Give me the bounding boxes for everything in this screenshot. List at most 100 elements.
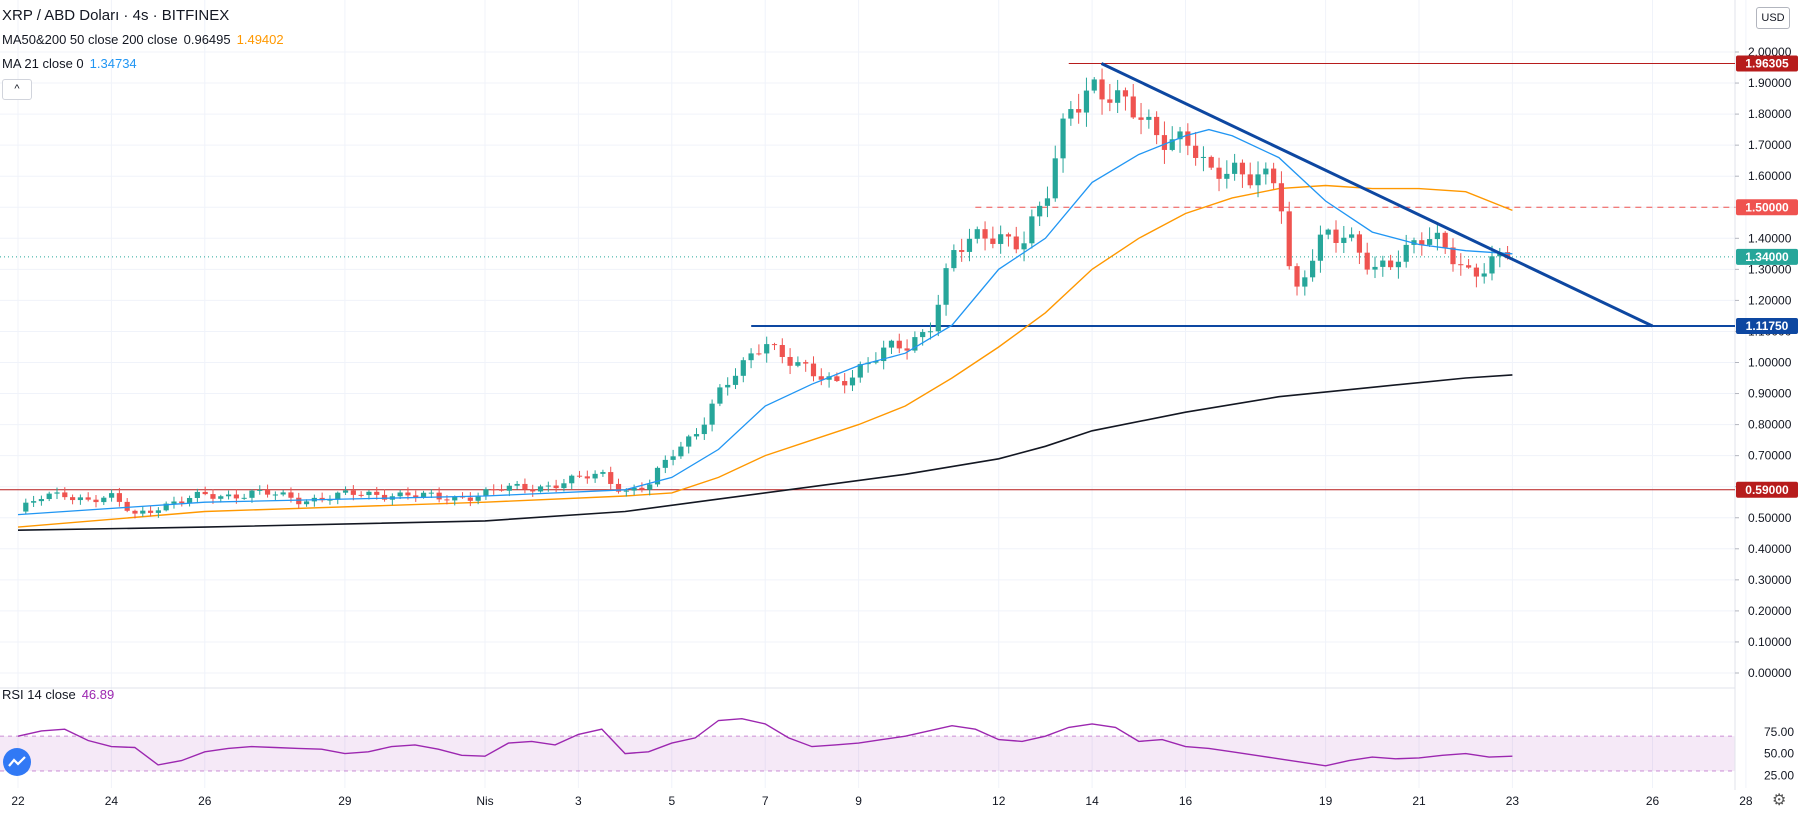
candle[interactable] <box>904 348 910 351</box>
candle[interactable] <box>842 381 848 386</box>
candle[interactable] <box>810 363 817 377</box>
candle[interactable] <box>1107 99 1113 103</box>
candle[interactable] <box>257 489 263 491</box>
candle[interactable] <box>966 238 973 252</box>
candle[interactable] <box>1349 234 1355 238</box>
candle[interactable] <box>1052 158 1058 199</box>
candle[interactable] <box>1161 135 1168 150</box>
candle[interactable] <box>1177 131 1183 140</box>
candle[interactable] <box>920 332 926 338</box>
candle[interactable] <box>725 384 731 388</box>
candle[interactable] <box>608 472 614 484</box>
candle[interactable] <box>748 353 754 361</box>
candle[interactable] <box>241 497 247 499</box>
candle[interactable] <box>1356 234 1363 253</box>
candle[interactable] <box>179 501 185 504</box>
candle[interactable] <box>225 494 232 497</box>
candle[interactable] <box>1138 117 1144 120</box>
ma21-line[interactable] <box>17 128 1513 516</box>
candle[interactable] <box>1060 118 1066 159</box>
candle[interactable] <box>522 483 528 490</box>
candle[interactable] <box>701 424 707 435</box>
candle[interactable] <box>140 510 146 514</box>
candle[interactable] <box>1044 198 1051 206</box>
candle[interactable] <box>1458 264 1464 266</box>
tradingview-logo-icon[interactable] <box>3 748 31 776</box>
candle[interactable] <box>46 493 52 500</box>
candle[interactable] <box>873 361 879 363</box>
candle[interactable] <box>545 485 551 487</box>
candle[interactable] <box>1216 167 1222 179</box>
ma200-line[interactable] <box>17 374 1513 531</box>
candle[interactable] <box>1169 139 1175 150</box>
candle[interactable] <box>615 483 622 492</box>
candle[interactable] <box>350 490 356 495</box>
candle[interactable] <box>951 250 957 269</box>
candle[interactable] <box>452 496 458 501</box>
candle[interactable] <box>101 497 107 503</box>
candle[interactable] <box>116 493 122 502</box>
candle[interactable] <box>483 489 489 497</box>
candle[interactable] <box>1146 116 1152 120</box>
candle[interactable] <box>849 377 856 386</box>
candle[interactable] <box>662 459 668 468</box>
descending-trendline[interactable] <box>1100 62 1654 328</box>
candle[interactable] <box>218 496 224 499</box>
candle[interactable] <box>584 476 590 479</box>
candle[interactable] <box>171 501 177 504</box>
candle[interactable] <box>1091 79 1097 91</box>
candle[interactable] <box>69 497 76 501</box>
candle[interactable] <box>475 496 481 501</box>
candle[interactable] <box>693 434 700 437</box>
candle[interactable] <box>647 484 653 490</box>
candle[interactable] <box>678 446 684 457</box>
candle[interactable] <box>1388 260 1394 268</box>
candle[interactable] <box>1099 79 1105 100</box>
candle[interactable] <box>1255 174 1261 186</box>
candle[interactable] <box>397 492 403 497</box>
candle[interactable] <box>1263 168 1269 175</box>
price-axis[interactable]: 2.000001.900001.800001.700001.600001.500… <box>1735 45 1792 680</box>
ma21-legend[interactable]: MA 21 close 0 1.34734 <box>2 56 137 72</box>
candle[interactable] <box>888 340 895 348</box>
candle[interactable] <box>194 491 200 498</box>
candle[interactable] <box>1473 267 1479 277</box>
candle[interactable] <box>1021 243 1027 250</box>
candle[interactable] <box>1286 211 1292 267</box>
candle[interactable] <box>93 499 99 503</box>
candle[interactable] <box>1224 173 1230 179</box>
candle[interactable] <box>428 492 434 494</box>
candle[interactable] <box>498 489 505 491</box>
candle[interactable] <box>1068 109 1074 119</box>
rsi-legend[interactable]: RSI 14 close 46.89 <box>2 687 114 703</box>
candle[interactable] <box>1193 145 1199 158</box>
candle[interactable] <box>1341 237 1347 243</box>
candle[interactable] <box>771 344 778 346</box>
candle[interactable] <box>272 494 278 496</box>
candle[interactable] <box>779 345 785 357</box>
candle[interactable] <box>686 436 692 447</box>
candle[interactable] <box>1122 90 1129 97</box>
candle[interactable] <box>576 475 583 477</box>
candle[interactable] <box>1271 168 1277 184</box>
horizontal-levels[interactable] <box>0 62 1735 491</box>
symbol-legend[interactable]: XRP / ABD Doları · 4s · BITFINEX <box>2 8 229 24</box>
candle[interactable] <box>717 387 723 404</box>
candle[interactable] <box>990 238 996 244</box>
candle[interactable] <box>163 503 169 511</box>
candle[interactable] <box>818 376 824 380</box>
candle[interactable] <box>233 494 239 499</box>
candle[interactable] <box>1247 174 1253 186</box>
candle[interactable] <box>998 234 1004 244</box>
candle[interactable] <box>342 490 349 493</box>
candle[interactable] <box>132 510 138 514</box>
candle[interactable] <box>1115 90 1121 103</box>
candle[interactable] <box>38 499 44 502</box>
candle[interactable] <box>327 499 333 501</box>
candle[interactable] <box>54 492 60 494</box>
candle[interactable] <box>23 502 29 512</box>
candle[interactable] <box>654 467 661 485</box>
candle[interactable] <box>85 497 91 500</box>
candle[interactable] <box>1372 266 1378 270</box>
candle[interactable] <box>1200 156 1207 158</box>
